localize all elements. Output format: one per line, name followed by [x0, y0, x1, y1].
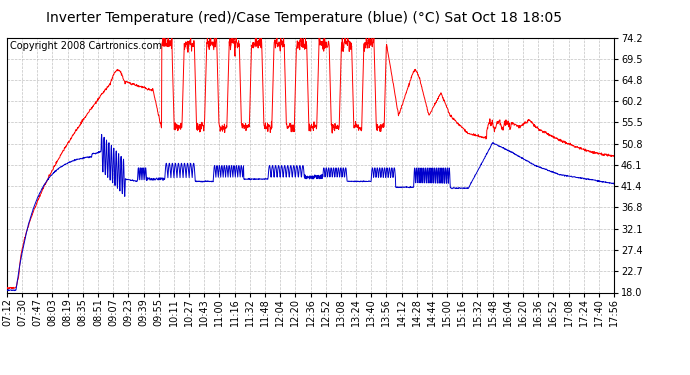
Text: Inverter Temperature (red)/Case Temperature (blue) (°C) Sat Oct 18 18:05: Inverter Temperature (red)/Case Temperat… [46, 11, 562, 25]
Text: Copyright 2008 Cartronics.com: Copyright 2008 Cartronics.com [10, 41, 162, 51]
